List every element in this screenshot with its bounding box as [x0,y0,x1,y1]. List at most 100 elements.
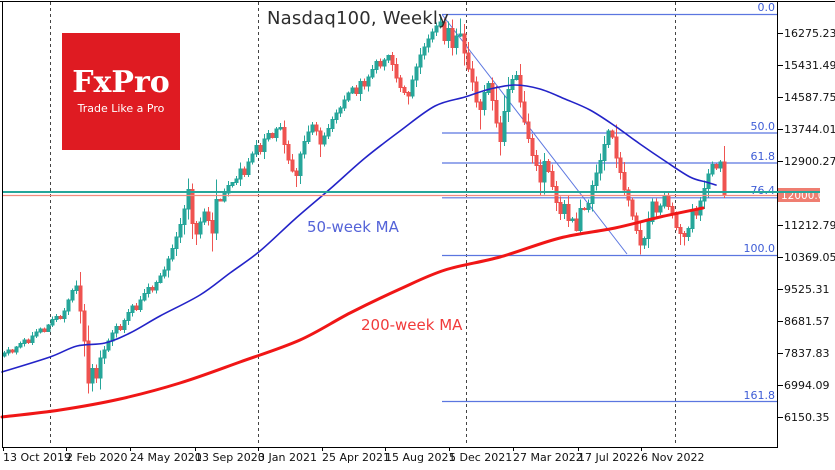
candle-body [106,340,111,351]
candle-body [718,161,723,169]
ma200-label: 200-week MA [361,316,463,334]
candle-body [426,38,431,48]
date-tick-label: 6 Nov 2022 [641,451,704,464]
candle-body [606,130,611,145]
date-tick-label: 13 Sep 2020 [195,451,265,464]
candle-body [534,155,539,166]
fib-level-label: 61.8 [751,150,776,163]
date-tick-label: 5 Dec 2021 [449,451,512,464]
candle-body [166,258,171,271]
candle-body [10,349,15,353]
candle-body [182,208,187,225]
candle-body [478,101,483,110]
candle-body [706,173,711,189]
candle-body [514,75,519,80]
candle-body [430,31,435,40]
candle-body [274,128,279,138]
candle-body [326,128,331,137]
candle-body [58,316,63,319]
candle-body [366,76,371,87]
candle-body [450,28,455,48]
candle-body [562,204,567,214]
candle-body [94,368,99,379]
candle-body [674,214,679,228]
date-tick-label: 17 Jul 2022 [578,451,640,464]
candle-body [206,211,211,221]
price-tick-label: 10369.05 [784,251,835,264]
candle-body [630,199,635,217]
fib-level-label: 161.8 [744,389,776,402]
candle-body [618,157,623,173]
candle-body [246,161,251,175]
candle-body [506,89,511,112]
candle-body [550,171,555,187]
candle-body [590,185,595,204]
candle-body [710,164,715,175]
candle-body [638,230,643,246]
candle-body [142,293,147,301]
candle-body [362,81,367,87]
candle-body [26,339,31,343]
price-tick-label: 16275.23 [784,27,835,40]
candle-body [622,172,627,191]
candle-body [378,61,383,67]
candle-body [178,224,183,238]
candle-body [374,61,379,70]
candle-body [150,287,155,291]
candle-body [22,339,27,344]
candle-body [122,320,127,330]
candle-body [486,83,491,93]
candle-body [38,328,43,333]
candle-body [686,228,691,237]
candle-body [218,199,223,202]
candle-body [338,107,343,114]
candle-body [334,112,339,120]
candle-body [502,111,507,142]
candle-body [250,153,255,163]
candle-body [518,75,523,103]
date-tick-label: 27 Mar 2022 [513,451,583,464]
ma50-line [1,84,717,373]
fxpro-wordmark: FxPro [72,65,170,100]
candle-body [530,138,535,156]
candle-body [290,159,295,172]
candle-body [702,188,707,202]
candle-body [690,209,695,229]
candle-body [462,33,467,54]
candle-body [154,282,159,291]
candle-body [358,81,363,94]
candle-body [238,168,243,180]
date-tick-label: 15 Aug 2021 [385,451,455,464]
candle-body [70,290,75,301]
candle-body [134,305,139,310]
candle-body [314,124,319,132]
candle-body [262,138,267,152]
candle-body [270,133,275,138]
date-tick-label: 3 Jan 2021 [258,451,317,464]
candle-body [30,335,35,343]
candle-body [202,211,207,223]
candle-body [210,220,215,234]
candle-body [310,124,315,133]
candle-body [662,195,667,207]
candle-body [614,136,619,159]
candle-body [682,233,687,237]
candle-body [42,328,47,332]
date-tick-label: 2 Feb 2020 [66,451,127,464]
candle-body [402,87,407,93]
candle-body [6,349,11,354]
candle-body [282,127,287,145]
candle-body [330,119,335,129]
candle-body [158,275,163,283]
candle-body [382,59,387,67]
candle-body [422,46,427,56]
candle-body [114,326,119,334]
candle-body [574,218,579,231]
fib-level-label: 50.0 [751,120,776,133]
candle-body [582,208,587,210]
fxpro-tagline: Trade Like a Pro [77,102,165,115]
ma200-line [0,206,705,419]
candle-body [570,218,575,221]
fxpro-logo: FxPro Trade Like a Pro [62,33,180,150]
